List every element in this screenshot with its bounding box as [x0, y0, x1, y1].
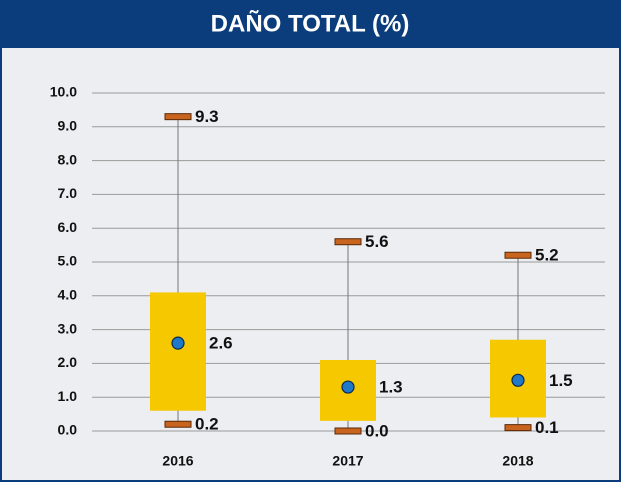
whisker-cap [164, 113, 192, 121]
data-label: 1.5 [549, 371, 573, 390]
x-tick-label: 2018 [502, 453, 533, 469]
y-tick-label: 8.0 [58, 151, 78, 167]
whisker-cap [164, 420, 192, 428]
box [150, 292, 206, 411]
y-tick-label: 2.0 [58, 354, 78, 370]
data-label: 2.6 [209, 334, 233, 353]
y-tick-label: 4.0 [58, 287, 78, 303]
whisker-cap [334, 427, 362, 435]
y-tick-label: 3.0 [58, 320, 78, 336]
whisker-cap [504, 424, 532, 432]
title-bar [0, 0, 621, 48]
y-tick-label: 1.0 [58, 388, 78, 404]
x-tick-label: 2016 [162, 453, 193, 469]
data-label: 0.2 [195, 415, 219, 434]
x-tick-label: 2017 [332, 453, 363, 469]
y-tick-label: 5.0 [58, 253, 78, 269]
whisker-cap [504, 251, 532, 259]
y-tick-label: 7.0 [58, 185, 78, 201]
data-label: 1.3 [379, 378, 403, 397]
y-tick-label: 6.0 [58, 219, 78, 235]
data-label: 5.2 [535, 246, 559, 265]
whisker-cap [334, 238, 362, 246]
data-label: 0.0 [365, 421, 389, 440]
mean-marker [511, 373, 525, 387]
y-tick-label: 10.0 [50, 84, 77, 100]
mean-marker [341, 380, 355, 394]
y-tick-label: 9.0 [58, 118, 78, 134]
y-tick-label: 0.0 [58, 422, 78, 438]
data-label: 5.6 [365, 232, 389, 251]
data-label: 9.3 [195, 107, 219, 126]
mean-marker [171, 336, 185, 350]
data-label: 0.1 [535, 418, 559, 437]
chart-title: DAÑO TOTAL (%) [211, 9, 410, 37]
